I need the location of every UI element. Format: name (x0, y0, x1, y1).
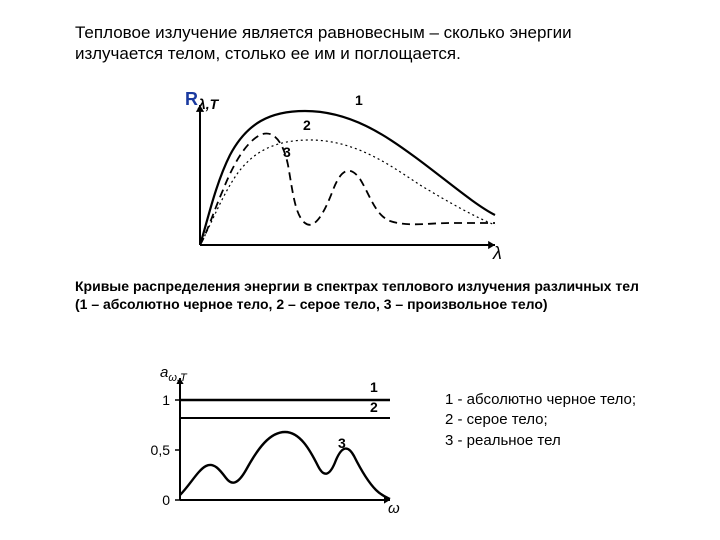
x-axis-label-lambda: λ (493, 243, 502, 264)
legend-line-3: 3 - реальное тел (445, 431, 636, 451)
y-axis-label-a: aω,T (160, 364, 187, 384)
chart-absorption: aω,T 10,50123 ω (140, 370, 400, 520)
legend-line-1: 1 - абсолютно черное тело; (445, 390, 636, 410)
chart-emission-spectra: Rλ,T 123 λ (175, 95, 505, 265)
chart1-caption: Кривые распределения энергии в спектрах … (75, 278, 655, 313)
intro-paragraph: Тепловое излучение является равновесным … (75, 22, 635, 65)
curve-label-3: 3 (283, 144, 291, 160)
curve-3 (180, 432, 390, 499)
curve-1 (200, 111, 495, 245)
curve-label-3: 3 (338, 435, 346, 451)
legend-line-2: 2 - серое тело; (445, 410, 636, 430)
curve-label-2: 2 (370, 399, 378, 415)
chart2-svg: 1 0,5 0 1 2 3 (140, 370, 400, 520)
curve-2 (200, 140, 495, 245)
x-axis-label-omega: ω (388, 500, 400, 517)
svg-text:0: 0 (162, 492, 170, 508)
curve-label-1: 1 (370, 379, 378, 395)
curve-label-2: 2 (303, 117, 311, 133)
svg-text:0,5: 0,5 (151, 442, 171, 458)
chart2-legend: 1 - абсолютно черное тело; 2 - серое тел… (445, 390, 636, 451)
svg-text:1: 1 (162, 392, 170, 408)
y-axis-label-R: Rλ,T (185, 89, 218, 110)
curve-label-1: 1 (355, 92, 363, 108)
curve-3 (200, 133, 495, 245)
chart1-svg: 1 23 (175, 95, 505, 265)
